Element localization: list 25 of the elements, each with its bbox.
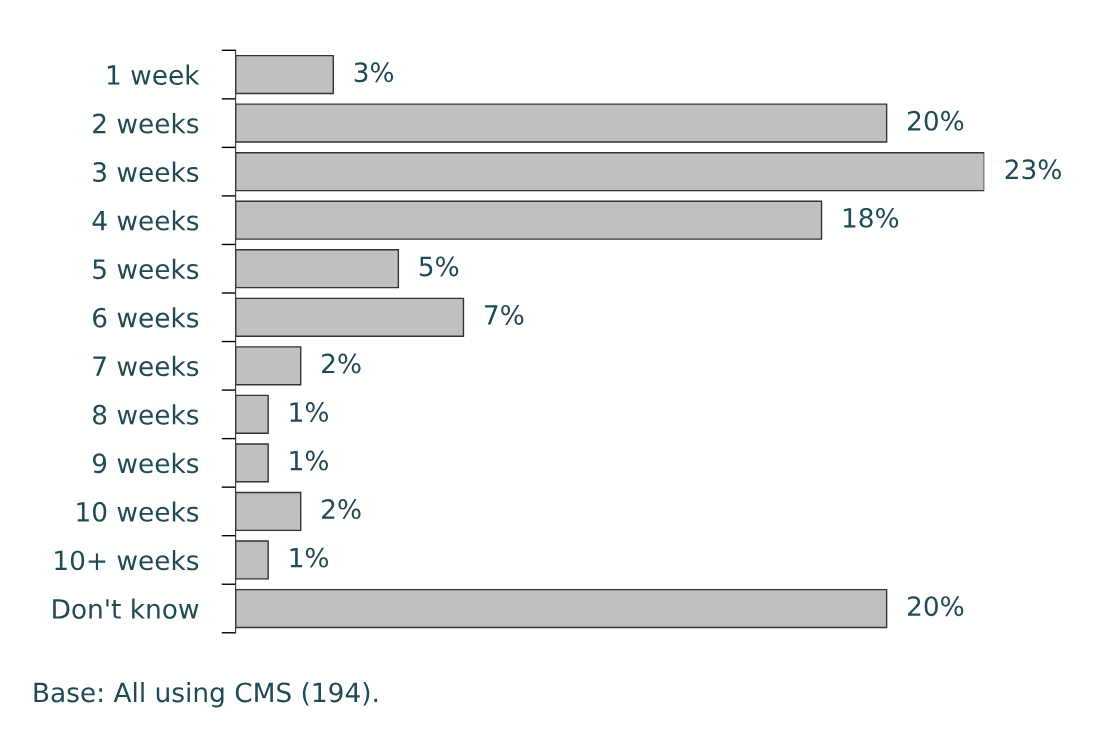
data-label: 18% [843, 207, 899, 228]
y-tick-label: 1 week [107, 64, 200, 85]
data-label: 1% [290, 547, 329, 568]
data-label: 20% [908, 596, 964, 617]
text: Base: All using CMS (194). [34, 681, 378, 708]
y-tick-label: 7 weeks [93, 355, 199, 377]
data-label: 1% [290, 402, 329, 422]
y-tick-label: 10 weeks [77, 501, 199, 522]
data-label: 20% [908, 110, 964, 131]
y-tick-label: 8 weeks [93, 404, 199, 425]
data-label: 3% [354, 62, 394, 83]
y-tick-label: 9 weeks [92, 452, 199, 474]
y-tick-label: Don't know [53, 598, 199, 619]
y-tick-label: 4 weeks [92, 210, 199, 231]
y-tick-label: 5 weeks [93, 258, 199, 280]
y-tick-label: 3 weeks [93, 161, 199, 183]
data-label: 23% [1005, 159, 1061, 180]
data-label: 5% [419, 256, 459, 277]
data-label: 2% [322, 353, 361, 374]
data-label: 7% [485, 304, 524, 325]
y-tick-label: 6 weeks [93, 307, 199, 328]
y-tick-label: 10+ weeks [55, 549, 199, 571]
y-tick-label: 2 weeks [93, 113, 199, 134]
data-label: 1% [290, 450, 329, 471]
data-label: 2% [322, 499, 361, 520]
